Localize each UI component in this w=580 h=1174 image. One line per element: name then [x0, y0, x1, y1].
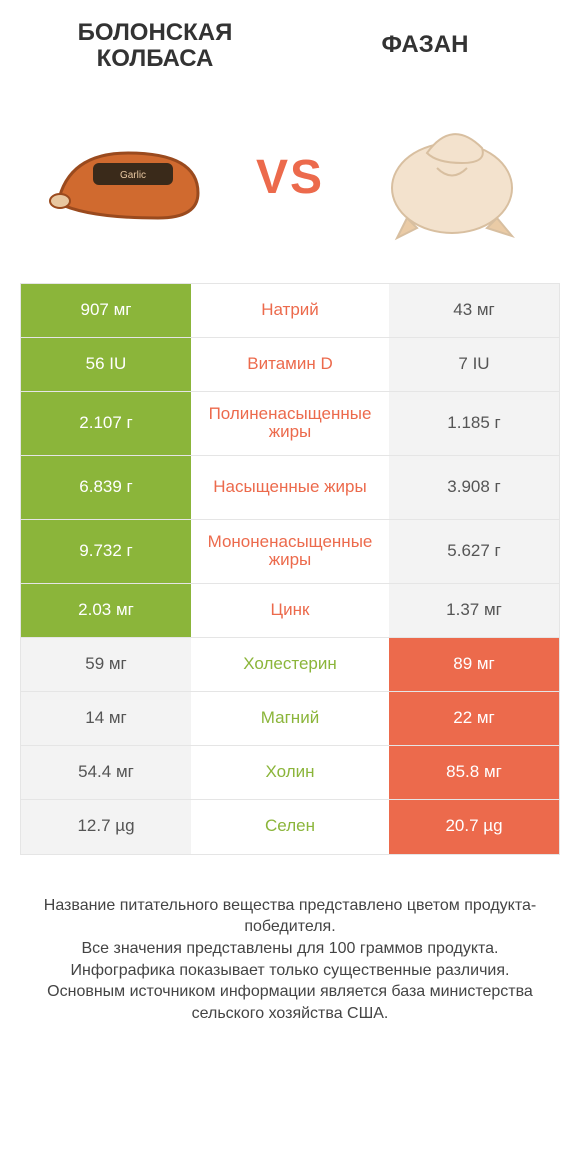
images-row: Garlic VS: [0, 83, 580, 283]
table-row: 59 мгХолестерин89 мг: [21, 638, 559, 692]
pheasant-icon: [367, 108, 537, 248]
left-value: 9.732 г: [21, 520, 191, 583]
right-value: 3.908 г: [389, 456, 559, 519]
right-value: 22 мг: [389, 692, 559, 745]
header-left: БОЛОНСКАЯ КОЛБАСА: [20, 20, 290, 73]
left-value: 12.7 µg: [21, 800, 191, 854]
right-product-image: [344, 103, 560, 253]
left-product-title: БОЛОНСКАЯ КОЛБАСА: [20, 20, 290, 73]
left-value: 56 IU: [21, 338, 191, 391]
comparison-table: 907 мгНатрий43 мг56 IUВитамин D7 IU2.107…: [20, 283, 560, 855]
table-row: 2.107 гПолиненасыщенные жиры1.185 г: [21, 392, 559, 456]
right-value: 43 мг: [389, 284, 559, 337]
vs-label: VS: [246, 150, 334, 205]
footer-line: Все значения представлены для 100 граммо…: [30, 938, 550, 960]
nutrient-name: Витамин D: [191, 338, 389, 391]
right-value: 1.185 г: [389, 392, 559, 455]
left-value: 2.03 мг: [21, 584, 191, 637]
table-row: 12.7 µgСелен20.7 µg: [21, 800, 559, 854]
left-value: 907 мг: [21, 284, 191, 337]
right-value: 89 мг: [389, 638, 559, 691]
nutrient-name: Холин: [191, 746, 389, 799]
header-right: ФАЗАН: [290, 20, 560, 58]
footer-line: Название питательного вещества представл…: [30, 895, 550, 938]
header: БОЛОНСКАЯ КОЛБАСА ФАЗАН: [0, 0, 580, 83]
table-row: 14 мгМагний22 мг: [21, 692, 559, 746]
right-value: 7 IU: [389, 338, 559, 391]
left-value: 2.107 г: [21, 392, 191, 455]
table-row: 56 IUВитамин D7 IU: [21, 338, 559, 392]
right-product-title: ФАЗАН: [290, 20, 560, 58]
left-value: 14 мг: [21, 692, 191, 745]
nutrient-name: Полиненасыщенные жиры: [191, 392, 389, 455]
left-value: 59 мг: [21, 638, 191, 691]
nutrient-name: Селен: [191, 800, 389, 854]
nutrient-name: Насыщенные жиры: [191, 456, 389, 519]
left-value: 54.4 мг: [21, 746, 191, 799]
table-row: 6.839 гНасыщенные жиры3.908 г: [21, 456, 559, 520]
sausage-icon: Garlic: [38, 123, 218, 233]
nutrient-name: Цинк: [191, 584, 389, 637]
right-value: 85.8 мг: [389, 746, 559, 799]
right-value: 5.627 г: [389, 520, 559, 583]
right-value: 1.37 мг: [389, 584, 559, 637]
svg-text:Garlic: Garlic: [120, 170, 146, 181]
nutrient-name: Мононенасыщенные жиры: [191, 520, 389, 583]
table-row: 907 мгНатрий43 мг: [21, 284, 559, 338]
right-value: 20.7 µg: [389, 800, 559, 854]
nutrient-name: Холестерин: [191, 638, 389, 691]
left-value: 6.839 г: [21, 456, 191, 519]
footer: Название питательного вещества представл…: [0, 855, 580, 1025]
table-row: 2.03 мгЦинк1.37 мг: [21, 584, 559, 638]
footer-line: Основным источником информации является …: [30, 981, 550, 1024]
left-product-image: Garlic: [20, 103, 236, 253]
table-row: 9.732 гМононенасыщенные жиры5.627 г: [21, 520, 559, 584]
nutrient-name: Магний: [191, 692, 389, 745]
table-row: 54.4 мгХолин85.8 мг: [21, 746, 559, 800]
footer-line: Инфографика показывает только существенн…: [30, 960, 550, 982]
nutrient-name: Натрий: [191, 284, 389, 337]
